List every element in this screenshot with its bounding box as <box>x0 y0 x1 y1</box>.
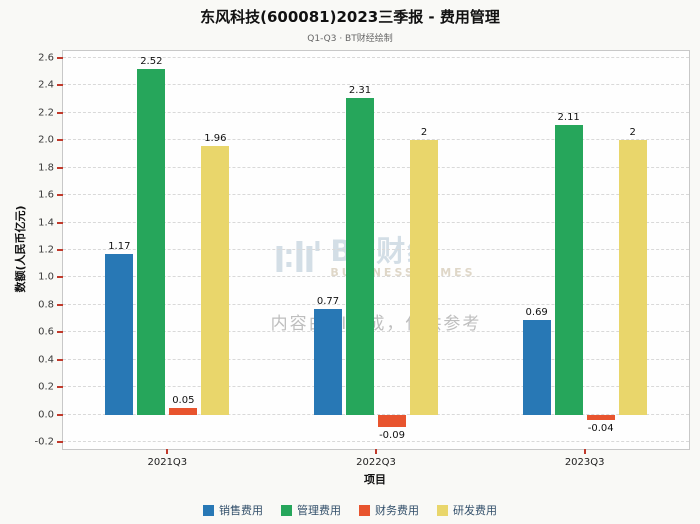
legend-label: 财务费用 <box>375 504 419 517</box>
bar-销售费用-2021Q3 <box>105 254 134 415</box>
legend-label: 管理费用 <box>297 504 341 517</box>
y-tick-label: 1.8 <box>38 162 54 174</box>
bar-value-label: 2.11 <box>557 112 580 124</box>
y-tick <box>57 194 63 197</box>
watermark-disclaimer: 内容由AI生成，仅供参考 <box>270 314 482 334</box>
y-tick-label: 2.4 <box>38 79 54 91</box>
y-tick <box>57 303 63 306</box>
bar-财务费用-2023Q3 <box>586 414 615 421</box>
bar-value-label: 0.77 <box>316 295 340 307</box>
y-tick <box>57 139 63 142</box>
gridline <box>63 276 689 278</box>
y-tick-label: 0.4 <box>38 354 54 366</box>
y-axis-title: 数额(人民币亿元) <box>14 205 27 293</box>
legend-swatch-研发费用 <box>437 504 448 516</box>
y-tick <box>57 276 63 279</box>
y-tick-label: 2.0 <box>38 134 54 146</box>
bar-value-label: -0.09 <box>379 429 405 441</box>
bt-logo-icon <box>276 240 320 272</box>
bar-value-label: 2 <box>629 127 636 139</box>
y-tick <box>57 221 63 224</box>
bar-研发费用-2023Q3 <box>618 140 647 415</box>
gridline <box>63 111 689 113</box>
gridline <box>63 249 689 250</box>
legend-swatch-管理费用 <box>281 504 292 516</box>
legend-item-销售费用: 销售费用 <box>203 502 263 518</box>
y-tick-label: 0.2 <box>38 381 54 393</box>
x-tick <box>375 449 377 454</box>
x-axis-title: 项目 <box>364 473 386 486</box>
y-tick <box>57 166 63 169</box>
y-tick-label: -0.2 <box>34 436 54 448</box>
bar-value-label: 2.31 <box>348 84 372 96</box>
x-tick <box>166 449 169 454</box>
gridline <box>63 221 689 223</box>
bar-value-label: 1.96 <box>204 132 227 144</box>
gridline <box>63 386 689 388</box>
y-tick <box>57 331 63 334</box>
gridline <box>63 303 689 305</box>
bar-销售费用-2023Q3 <box>522 319 551 415</box>
y-tick-label: 0.8 <box>38 299 54 311</box>
legend-swatch-销售费用 <box>203 504 214 516</box>
bar-管理费用-2022Q3 <box>346 97 374 415</box>
y-tick-label: 2.6 <box>38 52 54 64</box>
y-tick-label: 2.2 <box>38 107 54 119</box>
y-tick <box>57 386 63 389</box>
bar-研发费用-2021Q3 <box>201 145 230 415</box>
gridline <box>63 84 689 86</box>
y-tick-label: 1.6 <box>38 189 54 201</box>
bar-研发费用-2022Q3 <box>410 140 438 415</box>
watermark-brand: BT财经 BUSINESS TIMES <box>276 236 475 279</box>
x-category-label: 2022Q3 <box>356 457 396 468</box>
bar-value-label: 2.52 <box>140 55 163 67</box>
y-tick-label: 1.4 <box>38 217 54 229</box>
bar-value-label: 2 <box>420 127 428 139</box>
legend-swatch-财务费用 <box>359 504 370 516</box>
gridline <box>63 194 689 196</box>
legend-label: 销售费用 <box>219 504 263 517</box>
y-tick <box>57 111 63 114</box>
gridline <box>63 57 689 58</box>
x-category-label: 2023Q3 <box>564 457 605 468</box>
bar-value-label: 0.05 <box>172 394 195 406</box>
gridline <box>63 413 689 415</box>
legend-item-财务费用: 财务费用 <box>359 502 419 518</box>
legend-label: 研发费用 <box>453 504 497 517</box>
gridline <box>63 358 689 360</box>
y-tick <box>57 441 63 443</box>
legend: 销售费用 管理费用 财务费用 研发费用 <box>0 502 700 518</box>
y-tick-label: 1.2 <box>38 244 54 256</box>
bar-财务费用-2021Q3 <box>169 407 198 415</box>
bar-value-label: 0.69 <box>525 306 548 318</box>
x-tick <box>583 449 586 454</box>
y-tick <box>57 413 63 416</box>
gridline <box>63 331 689 333</box>
y-tick-label: 1.0 <box>38 271 54 283</box>
gridline <box>63 139 689 141</box>
bar-value-label: -0.04 <box>587 423 614 435</box>
legend-item-管理费用: 管理费用 <box>281 502 341 518</box>
gridline <box>63 166 689 168</box>
y-tick <box>57 358 63 361</box>
gridline <box>63 441 689 442</box>
bar-销售费用-2022Q3 <box>314 308 342 415</box>
x-category-label: 2021Q3 <box>147 457 188 468</box>
bar-管理费用-2021Q3 <box>137 68 166 415</box>
bar-value-label: 1.17 <box>108 241 131 253</box>
y-tick-label: 0.6 <box>38 326 54 338</box>
y-tick <box>57 249 63 251</box>
y-tick <box>57 84 63 87</box>
y-tick-label: 0.0 <box>38 409 54 421</box>
bar-管理费用-2023Q3 <box>554 125 583 415</box>
chart-title: 东风科技(600081)2023三季报 - 费用管理 <box>200 8 500 26</box>
legend-item-研发费用: 研发费用 <box>437 502 497 518</box>
bar-财务费用-2022Q3 <box>378 414 406 427</box>
chart-subtitle: Q1-Q3 · BT财经绘制 <box>307 34 393 44</box>
y-tick <box>57 57 63 59</box>
plot-area: BT财经 BUSINESS TIMES 内容由AI生成，仅供参考 -0.2 0.0… <box>34 50 690 468</box>
